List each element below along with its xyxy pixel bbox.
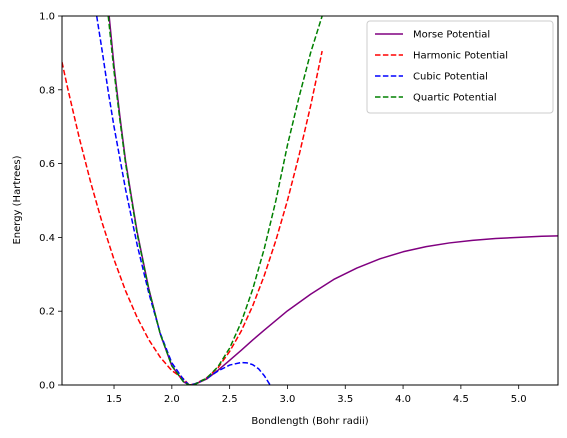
y-tick-label: 0.6	[39, 159, 55, 170]
x-tick-label: 2.5	[222, 394, 238, 405]
x-tick-label: 1.5	[106, 394, 122, 405]
series-layer	[62, 16, 558, 385]
y-tick-label: 1.0	[39, 12, 55, 23]
series-line-0	[108, 16, 558, 385]
legend-label-3: Quartic Potential	[413, 93, 497, 104]
y-tick-label: 0.4	[39, 233, 55, 244]
x-axis: 1.5 2.0 2.5 3.0 3.5 4.0 4.5 5.0	[106, 385, 527, 405]
x-axis-label: Bondlength (Bohr radii)	[251, 416, 368, 427]
legend-label-2: Cubic Potential	[413, 72, 488, 83]
series-line-3	[107, 16, 323, 385]
y-tick-label: 0.8	[39, 85, 55, 96]
x-tick-label: 5.0	[511, 394, 527, 405]
legend-label-0: Morse Potential	[413, 30, 490, 41]
y-tick-label: 0.2	[39, 307, 55, 318]
y-axis-label: Energy (Hartrees)	[12, 155, 23, 244]
legend-box	[366, 20, 554, 114]
plot-frame	[61, 15, 559, 386]
x-tick-label: 2.0	[164, 394, 180, 405]
y-tick-label: 0.0	[39, 381, 55, 392]
x-tick-label: 3.0	[280, 394, 296, 405]
legend: Morse Potential Harmonic Potential Cubic P…	[366, 20, 554, 114]
x-tick-label: 4.0	[395, 394, 411, 405]
series-line-1	[62, 50, 323, 385]
series-line-2	[95, 16, 271, 385]
legend-label-1: Harmonic Potential	[413, 51, 508, 62]
x-tick-label: 3.5	[337, 394, 353, 405]
y-axis: 0.0 0.2 0.4 0.6 0.8 1.0	[39, 12, 62, 392]
x-tick-label: 4.5	[453, 394, 469, 405]
